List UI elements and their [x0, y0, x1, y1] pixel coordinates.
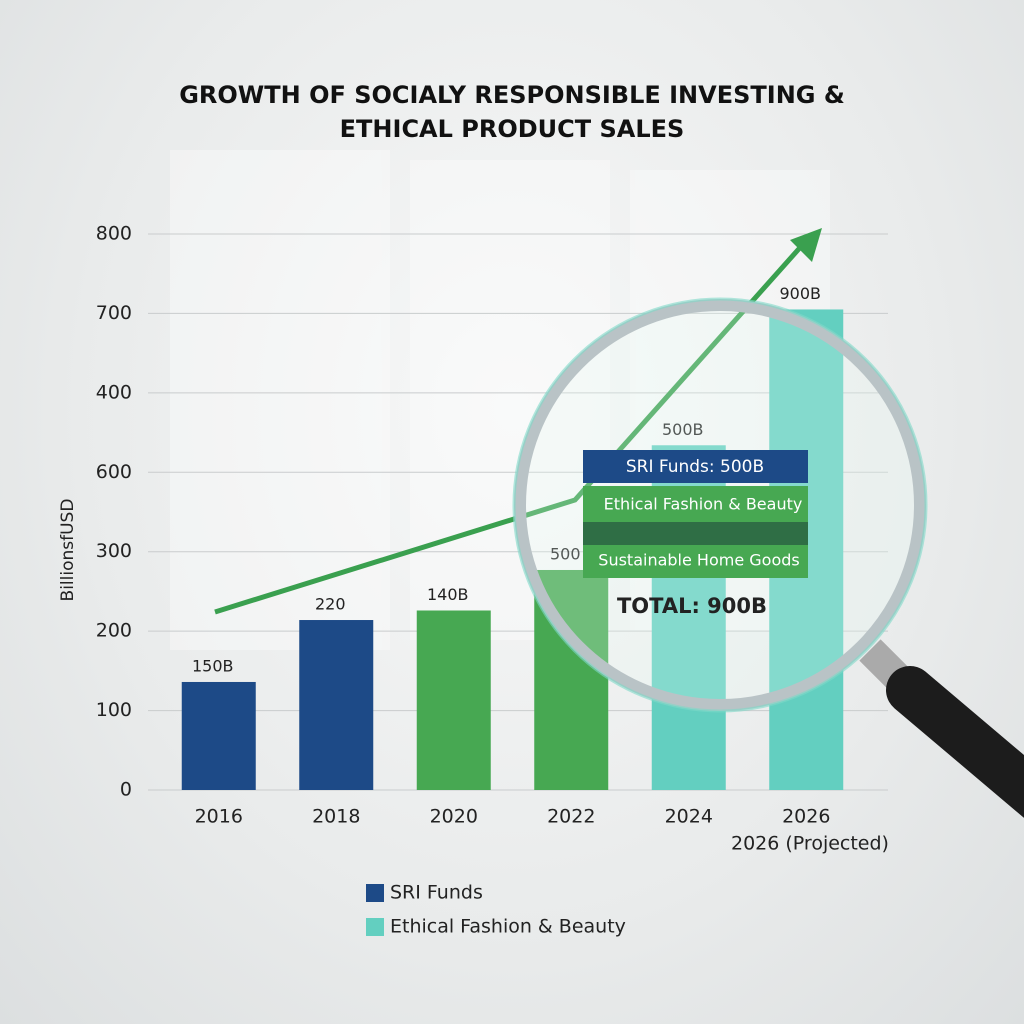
bar-annotation: 500B	[662, 420, 704, 439]
x-tick-label: 2020	[430, 806, 478, 828]
x-tick-label: 2022	[547, 806, 595, 828]
legend-swatch	[366, 918, 384, 936]
y-tick-label: 800	[96, 223, 132, 245]
callout-text: SRI Funds: 500B	[626, 457, 764, 477]
bar-annotation: 220	[315, 595, 346, 614]
y-tick-label: 200	[96, 620, 132, 642]
bar	[416, 610, 491, 790]
trend-arrow	[214, 228, 822, 615]
y-tick-label: 100	[96, 699, 132, 721]
callout-text: Sustainable Home Goods	[598, 551, 799, 570]
y-axis-label: BillionsfUSD	[58, 499, 78, 602]
legend-label: Ethical Fashion & Beauty	[390, 916, 626, 938]
callout-box	[583, 450, 808, 483]
callout-box	[583, 522, 808, 545]
bar-annotation: 500	[550, 544, 581, 563]
chart-title: GROWTH OF SOCIALY RESPONSIBLE INVESTING …	[179, 81, 845, 143]
y-tick-label: 0	[120, 779, 132, 801]
callout-box	[583, 545, 808, 578]
y-tick-label: 700	[96, 302, 132, 324]
callout-box	[583, 486, 808, 522]
x-tick-label: 2024	[665, 806, 713, 828]
bar-annotation: 900B	[779, 284, 821, 303]
bar-annotation: 150B	[192, 656, 234, 675]
bar-annotation: 140B	[427, 585, 469, 604]
x-note: 2026 (Projected)	[731, 833, 889, 855]
legend-swatch	[366, 884, 384, 902]
x-tick-label: 2026	[782, 806, 830, 828]
magnifier: SRI Funds: 500B Ethical Fashion & Beauty…	[512, 297, 1024, 818]
x-tick-label: 2018	[312, 806, 360, 828]
x-tick-label: 2016	[195, 806, 243, 828]
bar	[299, 620, 374, 790]
callout-text: Ethical Fashion & Beauty	[604, 495, 803, 514]
y-tick-label: 600	[96, 461, 132, 483]
callout-total: TOTAL: 900B	[617, 594, 767, 618]
legend-label: SRI Funds	[390, 882, 483, 904]
bar	[181, 681, 256, 790]
y-tick-label: 300	[96, 540, 132, 562]
y-tick-label: 400	[96, 381, 132, 403]
